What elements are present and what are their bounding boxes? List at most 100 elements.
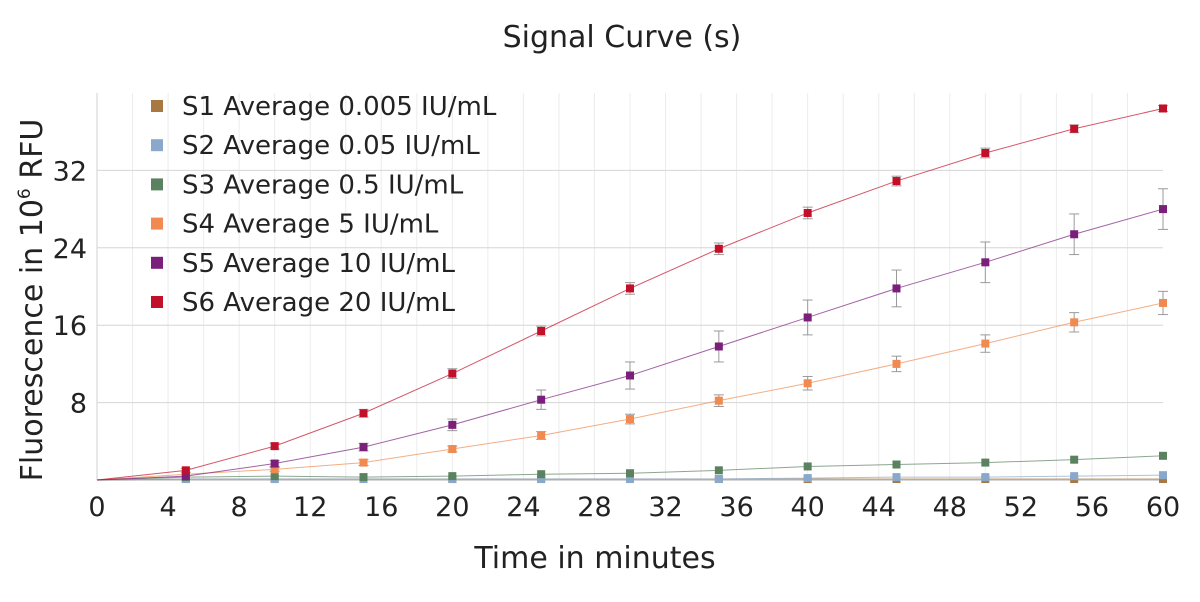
x-tick-label: 52 <box>1004 492 1038 523</box>
plot-area <box>96 104 1168 484</box>
y-tick-label: 32 <box>53 156 87 187</box>
x-tick-label: 40 <box>790 492 824 523</box>
legend-marker <box>151 178 163 191</box>
y-axis-title-main: Fluorescence in 10 <box>15 199 50 481</box>
data-point <box>359 443 368 452</box>
x-tick-label: 44 <box>862 492 896 523</box>
x-tick-label: 28 <box>577 492 611 523</box>
data-point <box>981 473 990 482</box>
data-point <box>1070 455 1079 464</box>
legend-label: S1 Average 0.005 IU/mL <box>182 92 497 122</box>
data-point <box>537 327 546 336</box>
data-point <box>803 462 812 471</box>
data-point <box>714 466 723 475</box>
data-point <box>714 475 723 484</box>
data-point <box>448 369 457 378</box>
x-tick-label: 32 <box>648 492 682 523</box>
data-point <box>626 469 634 478</box>
data-point <box>803 379 812 388</box>
data-point <box>1159 104 1167 113</box>
x-tick-labels: 0 4 8 12 16 20 24 28 32 36 40 44 48 52 56 60 <box>88 492 1180 523</box>
x-axis-title: Time in minutes <box>473 541 715 576</box>
data-point <box>892 284 901 293</box>
data-point <box>270 465 279 474</box>
legend: S1 Average 0.005 IU/mL S2 Average 0.05 IU… <box>151 92 497 318</box>
data-point <box>359 409 368 418</box>
legend-marker <box>151 100 163 112</box>
x-tick-label: 8 <box>231 492 248 523</box>
data-point <box>537 431 546 440</box>
data-point <box>537 395 546 404</box>
data-point <box>1159 471 1167 480</box>
legend-marker <box>151 256 163 269</box>
series-s3 <box>96 451 1167 482</box>
data-point <box>1159 451 1167 460</box>
y-axis-title-superscript: 6 <box>15 188 35 199</box>
data-point <box>448 472 457 481</box>
grid <box>97 93 1163 480</box>
data-point <box>892 177 901 186</box>
data-point <box>714 396 723 405</box>
data-point <box>1070 472 1079 481</box>
x-tick-label: 48 <box>933 492 967 523</box>
data-point <box>1070 230 1079 239</box>
data-point <box>981 339 990 348</box>
data-point <box>270 459 279 468</box>
data-point <box>803 208 812 217</box>
data-point <box>892 460 901 469</box>
data-point <box>981 458 990 467</box>
legend-marker <box>151 296 163 308</box>
legend-label: S6 Average 20 IU/mL <box>182 288 455 318</box>
data-point <box>537 475 546 484</box>
data-point <box>1159 205 1167 214</box>
x-tick-label: 56 <box>1075 492 1109 523</box>
data-point <box>714 244 723 253</box>
legend-marker <box>151 217 163 230</box>
data-point <box>626 415 634 424</box>
legend-label: S4 Average 5 IU/mL <box>182 210 439 240</box>
data-point <box>803 474 812 483</box>
legend-label: S3 Average 0.5 IU/mL <box>182 170 464 200</box>
data-point <box>537 470 546 479</box>
y-tick-label: 24 <box>53 234 87 265</box>
legend-marker <box>151 139 163 152</box>
x-tick-label: 24 <box>506 492 540 523</box>
data-point <box>181 466 190 475</box>
x-tick-label: 60 <box>1146 492 1180 523</box>
data-point <box>626 284 634 293</box>
data-point <box>626 475 634 484</box>
data-point <box>270 472 279 481</box>
x-tick-label: 12 <box>293 492 327 523</box>
chart-title: Signal Curve (s) <box>503 20 742 55</box>
y-axis-title-unit: RFU <box>15 119 50 189</box>
data-point <box>448 445 457 454</box>
y-tick-labels: 8 16 24 32 <box>53 156 87 419</box>
x-tick-label: 4 <box>159 492 176 523</box>
x-tick-label: 36 <box>719 492 753 523</box>
data-point <box>981 258 990 267</box>
data-point <box>1070 124 1079 133</box>
data-point <box>981 148 990 157</box>
series-s4 <box>96 290 1168 481</box>
data-point <box>448 420 457 429</box>
legend-label: S2 Average 0.05 IU/mL <box>182 131 480 161</box>
series-s5 <box>96 188 1168 481</box>
y-tick-label: 16 <box>53 311 87 342</box>
data-point <box>626 371 634 380</box>
data-point <box>181 472 190 481</box>
data-point <box>714 342 723 351</box>
y-tick-label: 8 <box>70 389 87 420</box>
data-point <box>892 359 901 368</box>
data-point <box>359 458 368 467</box>
x-tick-label: 0 <box>88 492 105 523</box>
data-point <box>1159 298 1167 307</box>
x-tick-label: 16 <box>364 492 398 523</box>
series-s6 <box>96 104 1168 481</box>
data-point <box>1070 318 1079 327</box>
data-point <box>359 473 368 482</box>
y-axis-title: Fluorescence in 106 RFU <box>15 119 50 482</box>
data-point <box>270 442 279 451</box>
legend-label: S5 Average 10 IU/mL <box>182 249 455 279</box>
x-tick-label: 20 <box>435 492 469 523</box>
